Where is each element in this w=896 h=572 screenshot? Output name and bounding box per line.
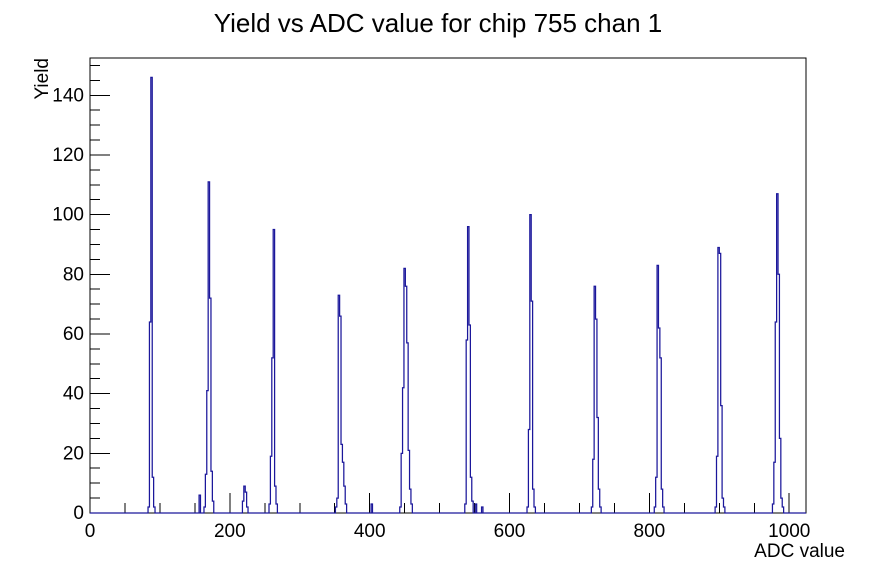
y-tick-label: 60: [63, 324, 84, 345]
x-tick-label: 200: [214, 521, 246, 542]
x-tick-label: 600: [494, 521, 526, 542]
x-axis-title: ADC value: [754, 541, 845, 562]
x-tick-label: 1000: [768, 521, 810, 542]
y-tick-label: 140: [52, 85, 84, 106]
y-tick-label: 100: [52, 205, 84, 226]
histogram-line: [90, 76, 806, 514]
y-tick-label: 0: [73, 503, 84, 524]
y-tick-label: 20: [63, 443, 84, 464]
x-tick-label: 400: [354, 521, 386, 542]
chart-title: Yield vs ADC value for chip 755 chan 1: [213, 8, 663, 38]
x-tick-label: 0: [85, 521, 96, 542]
x-tick-label: 800: [634, 521, 666, 542]
y-tick-label: 80: [63, 264, 84, 285]
plot-frame: [89, 57, 807, 514]
y-tick-label: 120: [52, 145, 84, 166]
y-axis-title: Yield: [32, 58, 53, 100]
y-tick-label: 40: [63, 384, 84, 405]
